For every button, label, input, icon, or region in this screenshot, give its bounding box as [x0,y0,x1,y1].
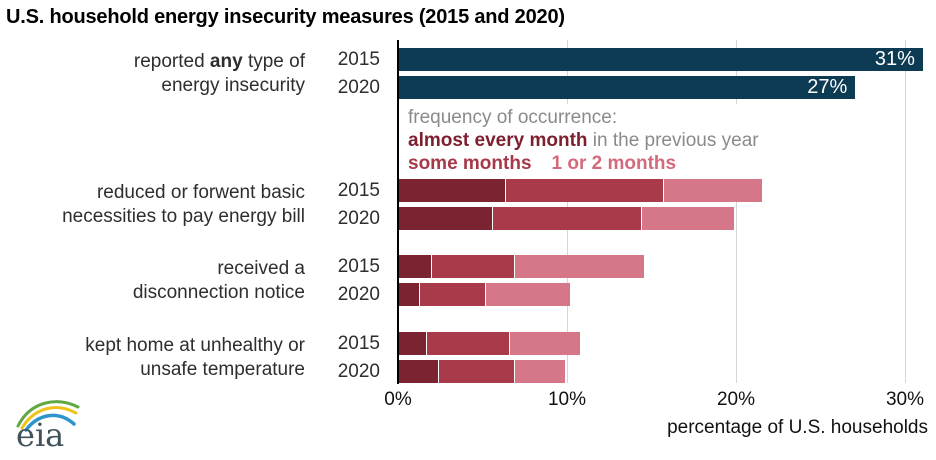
legend-intro: frequency of occurrence: [408,107,618,128]
segment-some-months [419,283,486,306]
legend-row-frequency: almost every month in the previous year [408,129,759,152]
category-label-text: necessities to pay energy bill [62,206,305,227]
category-label-text: reported [133,51,210,72]
year-label-2015: 2015 [337,333,380,354]
legend: frequency of occurrence: almost every mo… [406,104,769,179]
category-label-text: disconnection notice [132,282,305,303]
legend-row-months: some months 1 or 2 months [408,152,759,175]
chart-title: U.S. household energy insecurity measure… [6,6,565,28]
segment-almost-every-month [399,283,420,306]
category-label-line: received a [0,257,305,281]
segment-some-months [426,332,509,355]
segment-1-or-2-months [513,255,645,278]
x-tick-20%: 20% [716,389,756,410]
year-label-2020: 2020 [337,284,380,305]
logo-yellow-arc [20,406,78,430]
logo-text: eia [16,416,64,454]
y-axis-line [397,40,399,384]
stacked-bar-2015 [399,179,763,202]
category-label-bold: any [209,51,243,72]
category-label: received a disconnection notice [0,257,305,305]
segment-almost-every-month [399,255,432,278]
x-axis-title: percentage of U.S. households [667,417,928,438]
x-tick-10%: 10% [547,389,587,410]
stacked-bar-2020 [399,283,570,306]
segment-almost-every-month [399,179,506,202]
category-label-line: disconnection notice [0,281,305,305]
segment-almost-every-month [399,207,492,230]
category-label-text: type of [242,51,305,72]
category-label-line: kept home at unhealthy or [0,334,305,358]
category-label: reported any type of energy insecurity [0,50,305,98]
gridline-30-percent [905,40,906,383]
stacked-bar-2020 [399,207,734,230]
category-label-text: energy insecurity [161,75,305,96]
stacked-bar-2015 [399,255,645,278]
legend-entry-some-months: some months [408,153,532,174]
segment-1-or-2-months [662,179,763,202]
category-label-line: reported any type of [0,50,305,74]
category-label: reduced or forwent basic necessities to p… [0,181,305,229]
gridline-20-percent [736,40,737,383]
category-label: kept home at unhealthy or unsafe temperat… [0,334,305,382]
segment-1-or-2-months [508,332,580,355]
x-tick-30%: 30% [885,389,925,410]
logo-blue-arc [24,413,76,432]
eia-logo: eia [16,400,80,454]
segment-some-months [491,207,641,230]
stacked-bar-2020 [399,360,565,383]
year-label-2020: 2020 [337,77,380,98]
category-label-line: unsafe temperature [0,358,305,382]
segment-1-or-2-months [485,283,570,306]
bar-any-insecurity-2015: 31% [399,48,923,71]
category-label-text: received a [217,258,305,279]
bar-any-insecurity-2020: 27% [399,76,856,99]
legend-entry-almost-every-month: almost every month [408,130,588,151]
category-label-line: reduced or forwent basic [0,181,305,205]
x-tick-0%: 0% [384,389,412,410]
logo-green-arc [16,400,80,428]
year-label-2020: 2020 [337,208,380,229]
segment-almost-every-month [399,332,427,355]
legend-entry-1-or-2-months: 1 or 2 months [551,153,677,174]
year-label-2015: 2015 [337,180,380,201]
bar-value-label: 27% [807,76,848,98]
segment-1-or-2-months [513,360,565,383]
year-label-2015: 2015 [337,49,380,70]
segment-almost-every-month [399,360,438,383]
year-label-2015: 2015 [337,256,380,277]
category-label-line: necessities to pay energy bill [0,205,305,229]
stacked-bar-2015 [399,332,580,355]
category-label-text: kept home at unhealthy or [85,335,305,356]
segment-some-months [437,360,514,383]
segment-some-months [505,179,663,202]
category-label-text: unsafe temperature [140,359,305,380]
segment-1-or-2-months [640,207,734,230]
segment-some-months [431,255,514,278]
category-label-text: reduced or forwent basic [96,182,305,203]
bar-value-label: 31% [874,48,915,70]
legend-entry-suffix: in the previous year [587,130,759,151]
category-label-line: energy insecurity [0,74,305,98]
year-label-2020: 2020 [337,361,380,382]
